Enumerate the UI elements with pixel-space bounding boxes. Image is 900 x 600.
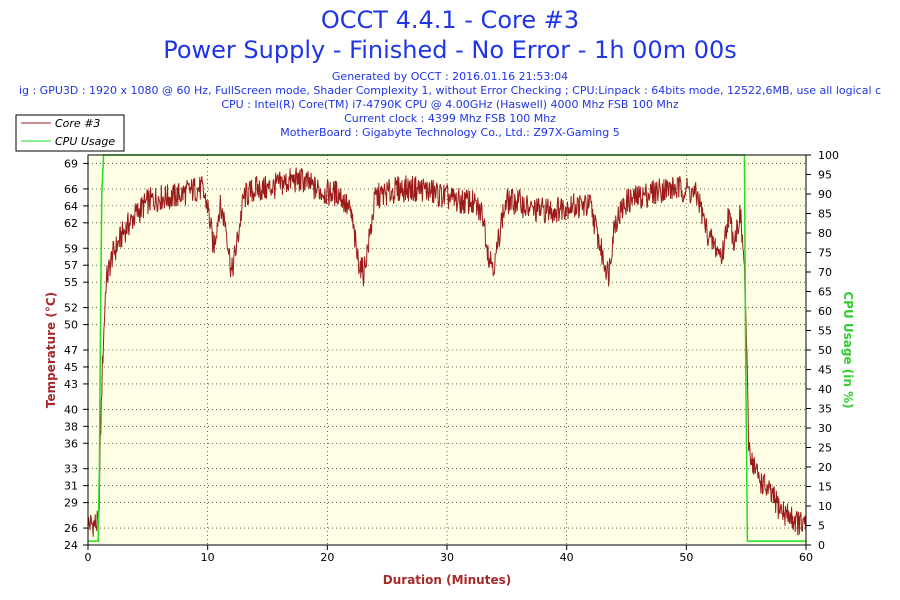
y-right-tick-label: 10: [818, 500, 832, 513]
y-left-tick-label: 55: [64, 276, 78, 289]
y-left-tick-label: 47: [64, 344, 78, 357]
y-left-tick-label: 45: [64, 361, 78, 374]
y-left-tick-label: 40: [64, 403, 78, 416]
y-right-tick-label: 95: [818, 169, 832, 182]
y-left-tick-label: 43: [64, 378, 78, 391]
y-left-tick-label: 52: [64, 302, 78, 315]
y-left-tick-label: 26: [64, 522, 78, 535]
series-line-cpu-usage: [88, 154, 806, 542]
x-tick-label: 10: [201, 551, 215, 564]
y-left-axis-label: Temperature (°C): [44, 292, 58, 408]
y-right-tick-label: 75: [818, 247, 832, 260]
y-right-tick-label: 60: [818, 305, 832, 318]
chart-subtitle: Power Supply - Finished - No Error - 1h …: [163, 36, 737, 64]
y-right-tick-label: 90: [818, 188, 832, 201]
y-left-tick-label: 24: [64, 539, 78, 552]
series-group: [87, 154, 807, 542]
info-motherboard: MotherBoard : Gigabyte Technology Co., L…: [280, 126, 620, 139]
legend-box: [15, 114, 125, 152]
x-axis-ticks: 0 10 20 30 40 50 60: [85, 545, 813, 564]
y-left-tick-label: 38: [64, 420, 78, 433]
y-left-tick-label: 62: [64, 217, 78, 230]
y-right-tick-label: 30: [818, 422, 832, 435]
chart-title: OCCT 4.4.1 - Core #3: [320, 6, 580, 34]
y-right-tick-label: 25: [818, 442, 832, 455]
x-tick-label: 0: [85, 551, 92, 564]
y-right-tick-label: 20: [818, 461, 832, 474]
y-right-tick-label: 100: [818, 149, 839, 162]
info-cpu: CPU : Intel(R) Core(TM) i7-4790K CPU @ 4…: [221, 98, 679, 111]
y-right-tick-label: 80: [818, 227, 832, 240]
plot-area: [88, 155, 806, 545]
y-right-tick-label: 45: [818, 364, 832, 377]
info-generated: Generated by OCCT : 2016.01.16 21:53:04: [331, 70, 569, 83]
y-left-tick-label: 66: [64, 183, 78, 196]
x-tick-label: 20: [320, 551, 334, 564]
y-right-tick-label: 0: [818, 539, 825, 552]
y-right-tick-label: 50: [818, 344, 832, 357]
y-left-tick-label: 64: [64, 200, 78, 213]
y-left-tick-label: 33: [64, 463, 78, 476]
y-left-tick-label: 57: [64, 259, 78, 272]
y-left-tick-label: 69: [64, 157, 78, 170]
y-right-tick-label: 85: [818, 208, 832, 221]
x-tick-label: 60: [799, 551, 813, 564]
x-tick-label: 50: [679, 551, 693, 564]
info-test-config: ig : GPU3D : 1920 x 1080 @ 60 Hz, FullSc…: [18, 84, 882, 97]
y-right-tick-label: 55: [818, 325, 832, 338]
legend-label-core3: Core #3: [55, 117, 100, 130]
legend-label-cpu-usage: CPU Usage: [55, 135, 115, 148]
y-left-tick-label: 36: [64, 437, 78, 450]
x-tick-label: 40: [560, 551, 574, 564]
y-right-axis-ticks: 0 5 10 15 20 25 30 35 40 45 50 55 60 65 70 75 80 85 90 95 10…: [806, 149, 839, 552]
x-axis-label: Duration (Minutes): [383, 573, 511, 587]
y-right-tick-label: 70: [818, 266, 832, 279]
plot-frame: [87, 154, 807, 546]
y-right-tick-label: 15: [818, 481, 832, 494]
y-right-axis-label: CPU Usage (in %): [841, 291, 855, 408]
y-left-tick-label: 31: [64, 480, 78, 493]
y-right-tick-label: 65: [818, 286, 832, 299]
y-left-tick-label: 29: [64, 497, 78, 510]
y-left-tick-label: 59: [64, 242, 78, 255]
y-right-tick-label: 35: [818, 403, 832, 416]
series-line-core3: [87, 167, 807, 537]
y-right-tick-label: 5: [818, 520, 825, 533]
legend: Core #3 CPU Usage: [15, 114, 125, 152]
info-clock: Current clock : 4399 Mhz FSB 100 Mhz: [344, 112, 556, 125]
y-left-axis-ticks: 24 26 29 31 33 36 38 40 43 45 47 50 52 55 57 59 62 64 66 69: [64, 157, 88, 552]
x-tick-label: 30: [440, 551, 454, 564]
y-right-tick-label: 40: [818, 383, 832, 396]
y-left-tick-label: 50: [64, 319, 78, 332]
